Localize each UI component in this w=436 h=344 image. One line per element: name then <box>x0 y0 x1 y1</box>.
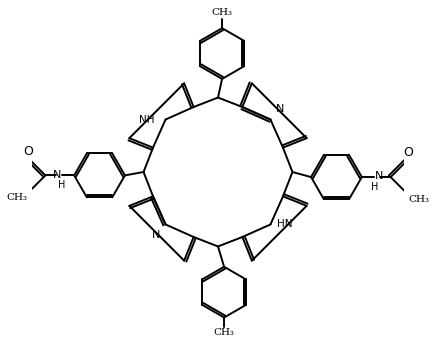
Text: O: O <box>23 145 33 158</box>
Text: N: N <box>152 229 160 239</box>
Text: CH₃: CH₃ <box>211 8 232 17</box>
Text: H: H <box>58 181 65 191</box>
Text: O: O <box>403 147 413 160</box>
Text: CH₃: CH₃ <box>7 193 28 202</box>
Text: N: N <box>276 105 284 115</box>
Text: N: N <box>53 170 61 180</box>
Text: HN: HN <box>277 219 293 229</box>
Text: CH₃: CH₃ <box>408 195 429 204</box>
Text: CH₃: CH₃ <box>214 329 235 337</box>
Text: NH: NH <box>139 115 155 125</box>
Text: H: H <box>371 182 378 192</box>
Text: N: N <box>375 171 383 181</box>
